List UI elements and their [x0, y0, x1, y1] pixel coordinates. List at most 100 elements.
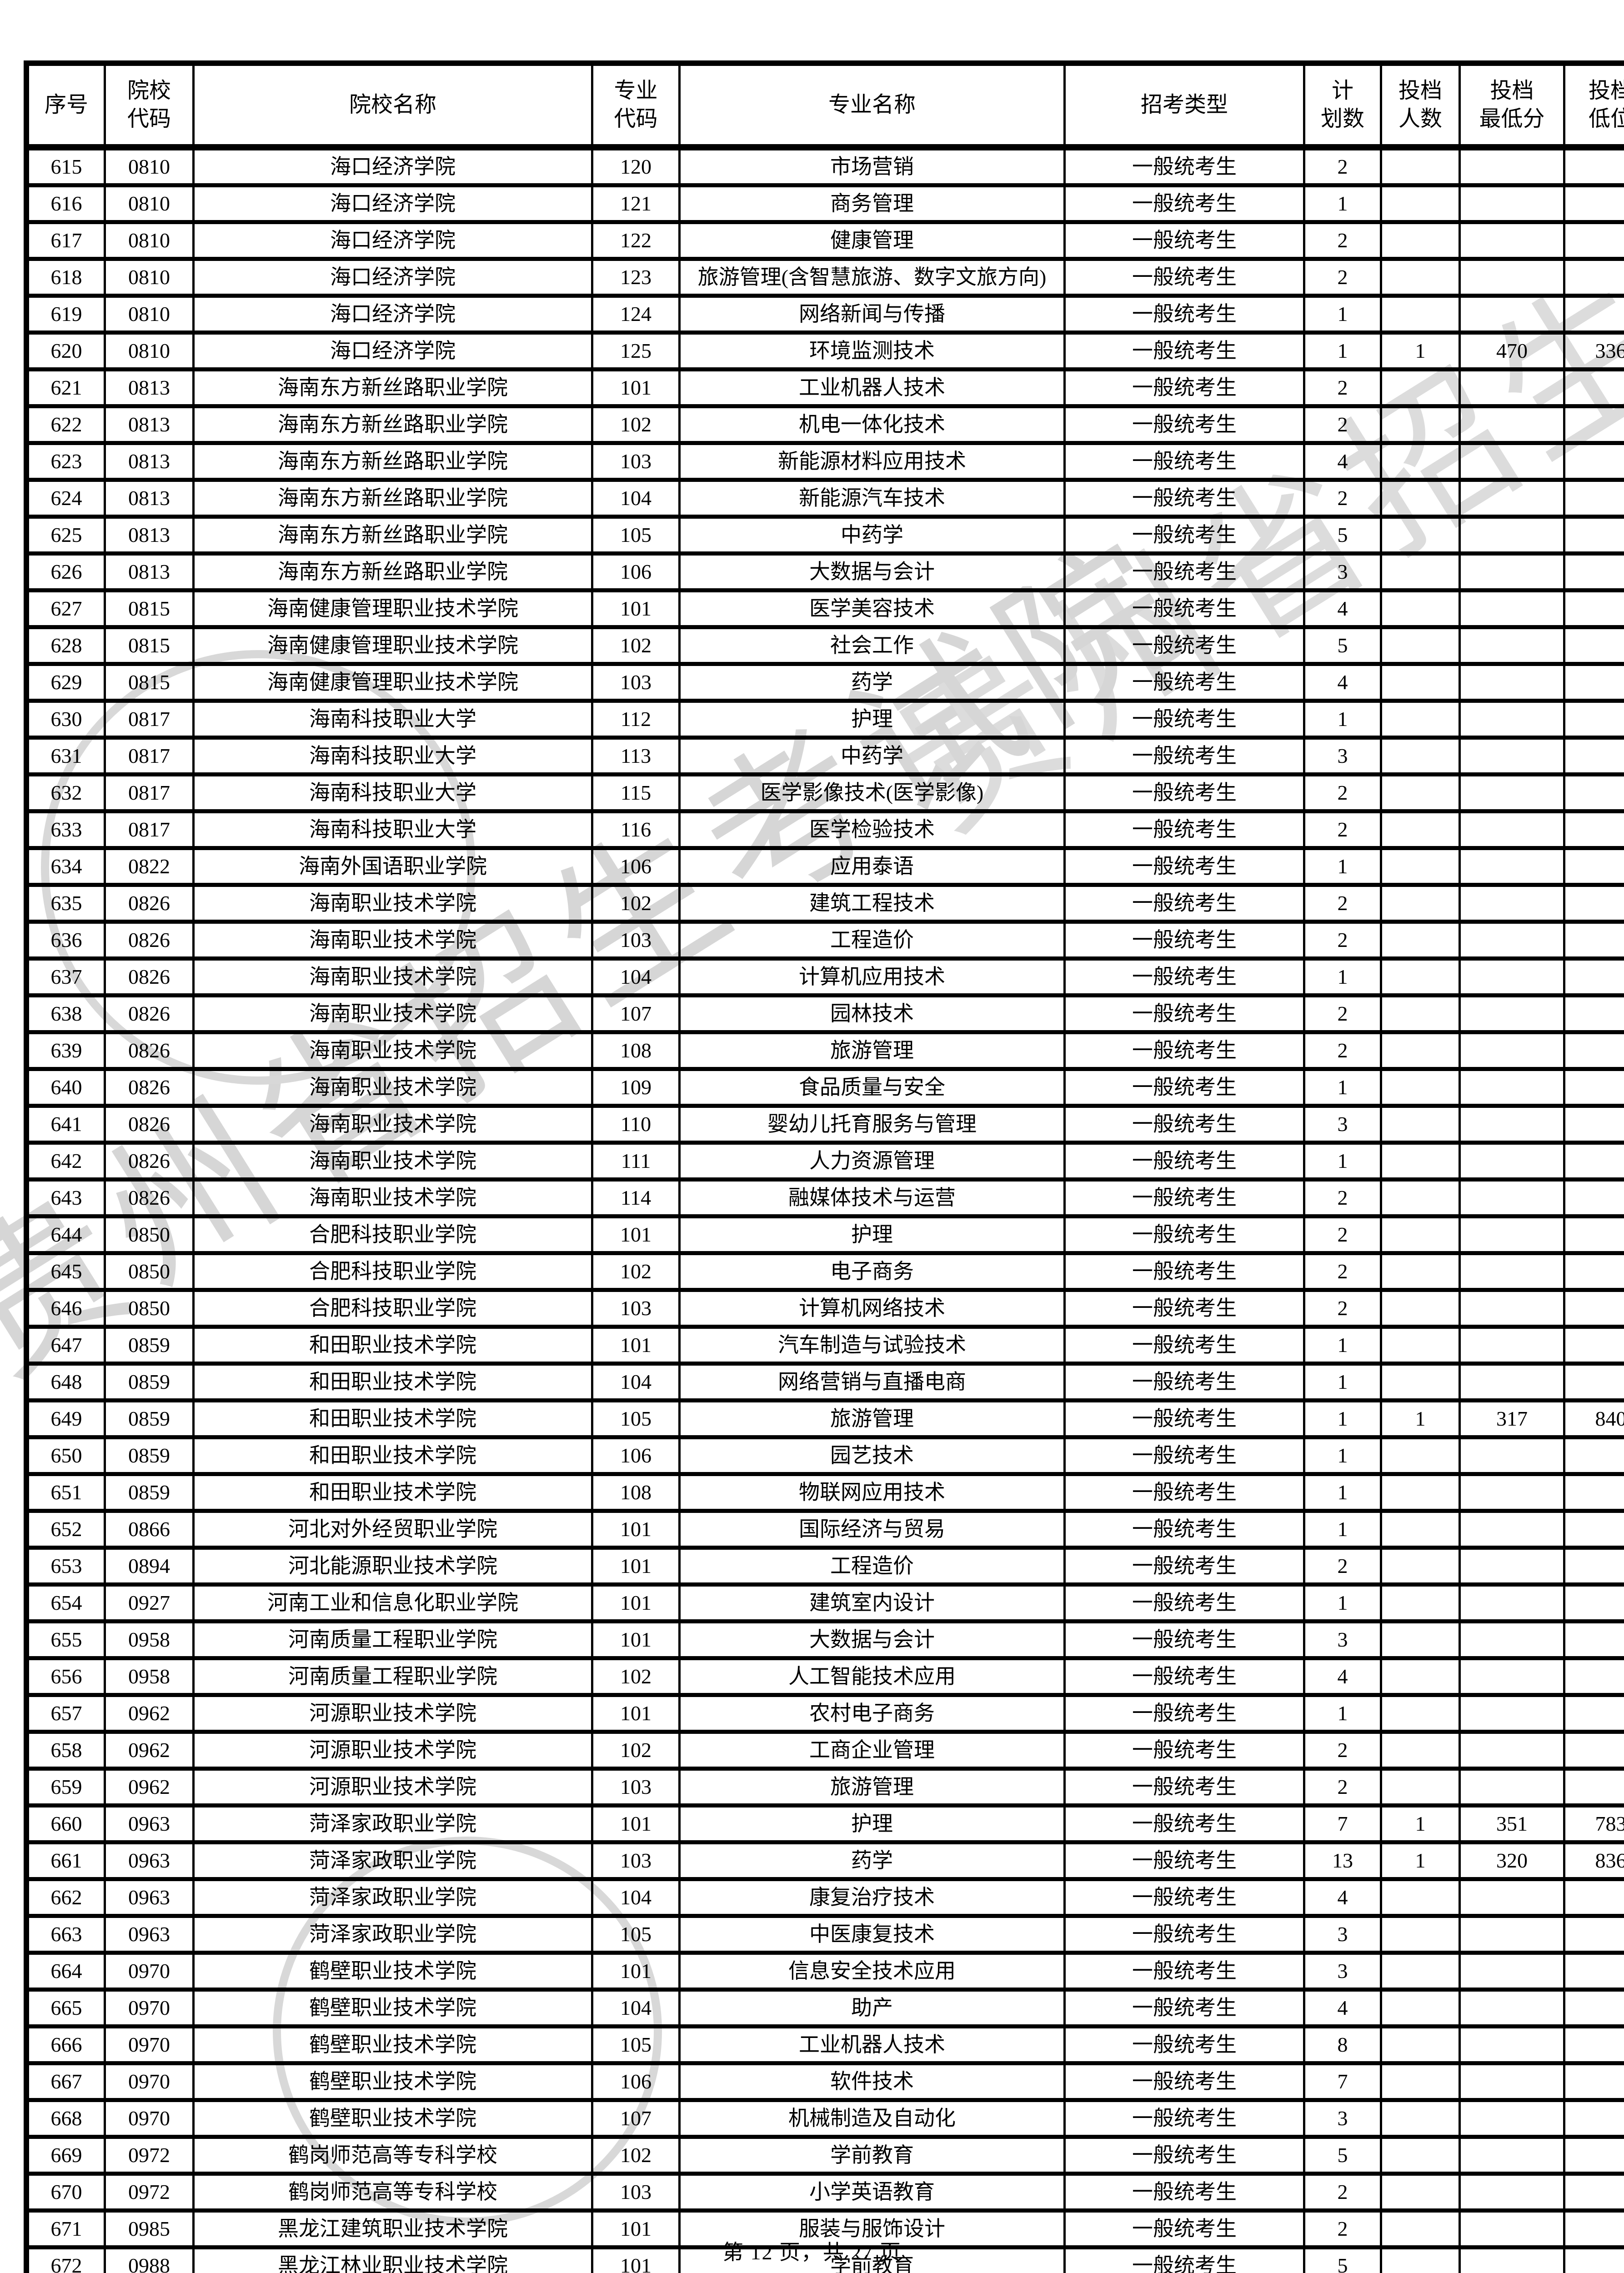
cell-college-name: 海南科技职业大学 [192, 699, 593, 740]
cell-plan-count: 2 [1303, 367, 1382, 408]
cell-min-rank [1563, 625, 1624, 666]
cell-major-name: 工程造价 [678, 920, 1066, 961]
cell-college-code: 0815 [104, 588, 195, 629]
cell-min-rank [1563, 772, 1624, 813]
cell-min-rank [1563, 1582, 1624, 1623]
cell-major-name: 食品质量与安全 [678, 1067, 1066, 1108]
cell-adm-type: 一般统考生 [1063, 478, 1305, 519]
table-row: 632 0817 海南科技职业大学 115 医学影像技术(医学影像) 一般统考生 2 [25, 772, 1624, 813]
table-row: 629 0815 海南健康管理职业技术学院 103 药学 一般统考生 4 [25, 662, 1624, 703]
table-row: 647 0859 和田职业技术学院 101 汽车制造与试验技术 一般统考生 1 [25, 1325, 1624, 1366]
cell-min-score [1459, 478, 1565, 519]
cell-serial: 627 [25, 588, 106, 629]
cell-major-name: 中药学 [678, 515, 1066, 556]
cell-college-code: 0826 [104, 1141, 195, 1182]
cell-adm-type: 一般统考生 [1063, 1877, 1305, 1918]
cell-major-name: 旅游管理 [678, 1030, 1066, 1071]
cell-min-score [1459, 699, 1565, 740]
cell-filed-count [1380, 920, 1461, 961]
cell-serial: 622 [25, 404, 106, 445]
cell-major-code: 106 [591, 1435, 681, 1476]
cell-min-score [1459, 846, 1565, 887]
column-header-major-code: 专业 代码 [591, 61, 681, 150]
cell-major-name: 服装与服饰设计 [678, 2208, 1066, 2249]
cell-filed-count: 1 [1380, 1398, 1461, 1439]
cell-college-code: 0822 [104, 846, 195, 887]
cell-major-code: 114 [591, 1177, 681, 1218]
cell-major-name: 医学影像技术(医学影像) [678, 772, 1066, 813]
cell-plan-count: 2 [1303, 478, 1382, 519]
cell-plan-count: 2 [1303, 1730, 1382, 1771]
cell-college-name: 河南工业和信息化职业学院 [192, 1582, 593, 1623]
cell-serial: 634 [25, 846, 106, 887]
cell-min-rank [1563, 551, 1624, 592]
cell-serial: 616 [25, 183, 106, 224]
cell-plan-count: 1 [1303, 1067, 1382, 1108]
cell-college-code: 0810 [104, 330, 195, 371]
cell-plan-count: 1 [1303, 1435, 1382, 1476]
cell-filed-count [1380, 220, 1461, 261]
cell-plan-count: 2 [1303, 145, 1382, 187]
cell-major-code: 104 [591, 1988, 681, 2028]
cell-serial: 643 [25, 1177, 106, 1218]
cell-major-code: 101 [591, 1582, 681, 1623]
cell-adm-type: 一般统考生 [1063, 588, 1305, 629]
cell-min-rank [1563, 2024, 1624, 2065]
table-row: 627 0815 海南健康管理职业技术学院 101 医学美容技术 一般统考生 4 [25, 588, 1624, 629]
cell-major-name: 建筑工程技术 [678, 883, 1066, 924]
cell-serial: 617 [25, 220, 106, 261]
cell-filed-count [1380, 1509, 1461, 1550]
cell-major-code: 104 [591, 1877, 681, 1918]
table-row: 6200810海口经济学院125环境监测技术一般统考生1147033655 [25, 330, 1624, 371]
cell-filed-count [1380, 1877, 1461, 1918]
cell-min-rank [1563, 1251, 1624, 1292]
cell-plan-count: 3 [1303, 1619, 1382, 1660]
cell-serial: 646 [25, 1288, 106, 1329]
table-row: 669 0972 鹤岗师范高等专科学校 102 学前教育 一般统考生 5 [25, 2135, 1624, 2176]
cell-min-score [1459, 1767, 1565, 1807]
cell-college-name: 海南东方新丝路职业学院 [192, 367, 593, 408]
cell-min-score [1459, 993, 1565, 1034]
cell-filed-count: 1 [1380, 1840, 1461, 1881]
cell-college-code: 0972 [104, 2172, 195, 2213]
cell-major-name: 工程造价 [678, 1546, 1066, 1587]
cell-serial: 615 [25, 145, 106, 187]
table-row: 642 0826 海南职业技术学院 111 人力资源管理 一般统考生 1 [25, 1141, 1624, 1182]
cell-min-rank [1563, 404, 1624, 445]
cell-serial: 651 [25, 1472, 106, 1513]
cell-college-name: 鹤壁职业技术学院 [192, 1988, 593, 2028]
cell-adm-type: 一般统考生 [1063, 441, 1305, 482]
cell-adm-type: 一般统考生 [1063, 772, 1305, 813]
cell-college-code: 0810 [104, 257, 195, 298]
cell-min-rank [1563, 1030, 1624, 1071]
cell-min-score [1459, 1656, 1565, 1697]
cell-adm-type: 一般统考生 [1063, 1914, 1305, 1955]
cell-major-name: 电子商务 [678, 1251, 1066, 1292]
cell-college-name: 海口经济学院 [192, 220, 593, 261]
table-row: 628 0815 海南健康管理职业技术学院 102 社会工作 一般统考生 5 [25, 625, 1624, 666]
cell-college-name: 鹤岗师范高等专科学校 [192, 2135, 593, 2176]
cell-plan-count: 2 [1303, 2172, 1382, 2213]
cell-serial: 625 [25, 515, 106, 556]
cell-serial: 638 [25, 993, 106, 1034]
cell-college-code: 0813 [104, 515, 195, 556]
cell-min-rank [1563, 1656, 1624, 1697]
cell-min-rank [1563, 257, 1624, 298]
table-row: 637 0826 海南职业技术学院 104 计算机应用技术 一般统考生 1 [25, 956, 1624, 997]
table-row: 659 0962 河源职业技术学院 103 旅游管理 一般统考生 2 [25, 1767, 1624, 1807]
cell-adm-type: 一般统考生 [1063, 1951, 1305, 1992]
cell-college-name: 海南健康管理职业技术学院 [192, 625, 593, 666]
cell-major-code: 108 [591, 1030, 681, 1071]
cell-plan-count: 2 [1303, 257, 1382, 298]
cell-serial: 647 [25, 1325, 106, 1366]
table-row: 638 0826 海南职业技术学院 107 园林技术 一般统考生 2 [25, 993, 1624, 1034]
cell-plan-count: 1 [1303, 1325, 1382, 1366]
cell-min-rank [1563, 1988, 1624, 2028]
cell-serial: 665 [25, 1988, 106, 2028]
cell-major-code: 101 [591, 588, 681, 629]
cell-serial: 668 [25, 2098, 106, 2139]
cell-college-name: 菏泽家政职业学院 [192, 1877, 593, 1918]
cell-major-name: 园林技术 [678, 993, 1066, 1034]
cell-college-code: 0850 [104, 1288, 195, 1329]
column-header-filed-count: 投档 人数 [1380, 61, 1461, 150]
